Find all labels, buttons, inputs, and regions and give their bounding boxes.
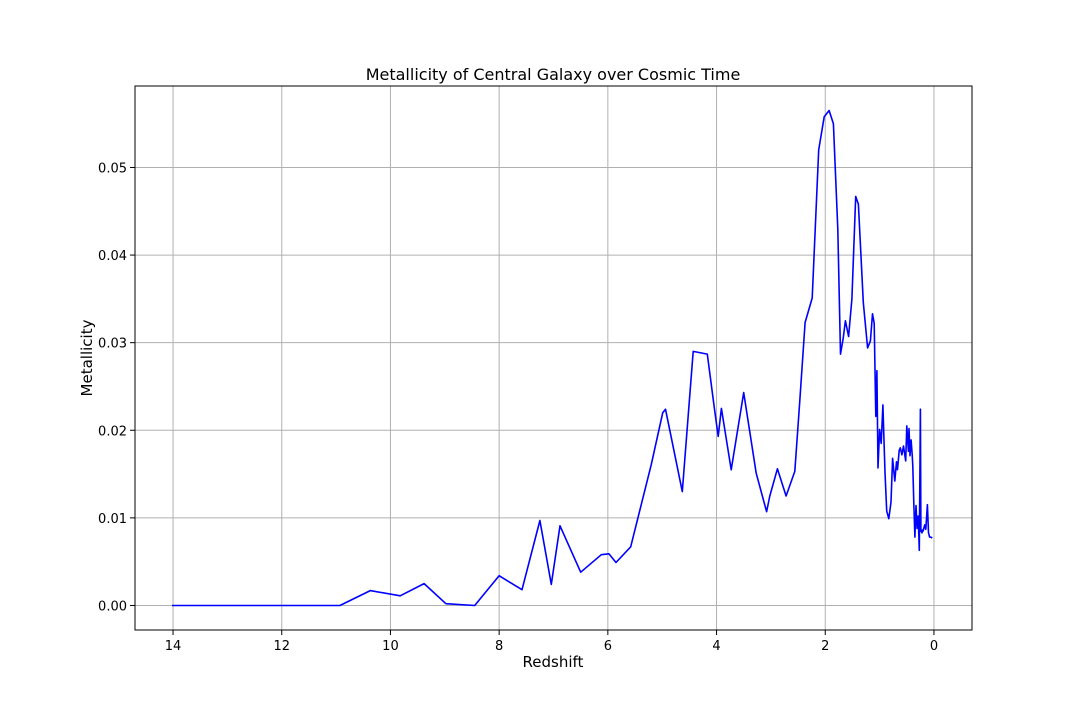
x-axis-label: Redshift (523, 653, 584, 671)
y-tick-label: 0.05 (98, 161, 127, 176)
y-axis-label: Metallicity (78, 319, 96, 396)
y-tick-label: 0.03 (98, 337, 127, 352)
x-tick-label: 6 (604, 639, 612, 654)
series-layer (172, 109, 933, 607)
x-tick-label: 0 (930, 639, 938, 654)
y-tick-label: 0.04 (98, 249, 127, 264)
x-tick-label: 4 (712, 639, 720, 654)
y-tick-label: 0.02 (98, 424, 127, 439)
metallicity-series-line (172, 109, 933, 607)
grid-lines (135, 86, 972, 630)
plot-area-frame (134, 85, 973, 631)
y-tick-label: 0.01 (98, 512, 127, 527)
x-tick-label: 10 (382, 639, 399, 654)
axis-ticks: 14 12 10 8 6 4 2 0 0.00 0.01 0.02 0.03 0.04 0.05 (98, 161, 938, 654)
chart-title: Metallicity of Central Galaxy over Cosmi… (366, 65, 741, 84)
x-tick-label: 14 (165, 639, 182, 654)
x-tick-label: 2 (821, 639, 829, 654)
x-tick-label: 12 (273, 639, 290, 654)
x-tick-label: 8 (495, 639, 503, 654)
y-tick-label: 0.00 (98, 599, 127, 614)
